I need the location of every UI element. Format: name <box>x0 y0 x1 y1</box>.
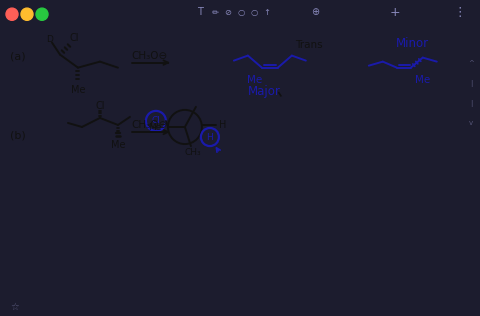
Text: Me: Me <box>71 85 85 95</box>
Text: Minor: Minor <box>396 37 429 50</box>
Text: Me: Me <box>415 75 431 85</box>
Circle shape <box>21 8 33 20</box>
Text: H: H <box>219 120 226 130</box>
Text: |: | <box>470 100 472 107</box>
Text: ⋮: ⋮ <box>454 6 466 19</box>
Text: ○: ○ <box>238 8 245 17</box>
Text: ✏: ✏ <box>212 8 218 17</box>
Text: +: + <box>390 6 400 19</box>
Text: ⊕: ⊕ <box>311 7 319 17</box>
Text: T: T <box>197 7 203 17</box>
Text: (b): (b) <box>10 130 26 140</box>
Text: |: | <box>470 80 472 87</box>
Circle shape <box>36 8 48 20</box>
Text: (a): (a) <box>10 52 25 62</box>
Text: Me: Me <box>148 124 162 132</box>
Text: Cl: Cl <box>95 101 105 111</box>
Text: Major: Major <box>248 85 281 98</box>
Text: ↑: ↑ <box>264 8 271 17</box>
Text: ⊘: ⊘ <box>225 8 231 17</box>
Text: Me: Me <box>111 140 125 150</box>
Text: D: D <box>47 35 53 44</box>
Text: CH₃O⊖: CH₃O⊖ <box>132 51 168 61</box>
Text: ^: ^ <box>468 60 474 66</box>
Text: Trans: Trans <box>295 40 323 50</box>
Text: CH₃O⊖: CH₃O⊖ <box>132 120 168 130</box>
Text: ☆: ☆ <box>10 302 19 312</box>
Text: Cl: Cl <box>152 116 160 125</box>
Text: CH₃: CH₃ <box>185 148 201 157</box>
Text: v: v <box>469 120 473 126</box>
Circle shape <box>6 8 18 20</box>
Text: H: H <box>206 132 213 142</box>
Text: ○: ○ <box>251 8 258 17</box>
Text: Me: Me <box>247 75 263 85</box>
Text: Cl: Cl <box>69 33 79 44</box>
